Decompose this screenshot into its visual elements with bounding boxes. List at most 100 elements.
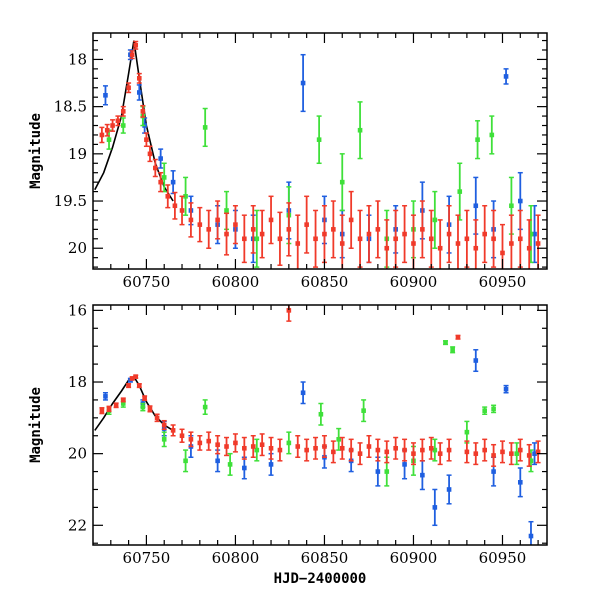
data-point <box>393 445 398 451</box>
data-point <box>172 203 178 209</box>
data-point <box>509 451 514 456</box>
data-point <box>455 334 461 340</box>
data-point <box>509 241 514 246</box>
plot-area <box>94 305 541 545</box>
data-point <box>384 449 390 455</box>
data-point <box>136 90 142 95</box>
data-point <box>526 245 532 251</box>
data-point <box>420 472 425 478</box>
data-point <box>503 74 509 79</box>
data-point <box>336 437 341 442</box>
data-point <box>420 227 425 232</box>
data-point <box>393 236 398 242</box>
data-point <box>183 194 188 199</box>
data-point <box>475 137 480 142</box>
data-point <box>509 203 514 209</box>
data-point <box>304 222 309 227</box>
series-red <box>99 305 541 467</box>
data-point <box>304 447 309 453</box>
data-point <box>161 437 167 442</box>
data-point <box>188 217 194 223</box>
data-point <box>133 374 139 379</box>
data-point <box>133 42 139 48</box>
data-point <box>224 208 229 213</box>
data-point <box>366 444 372 449</box>
data-point <box>147 151 153 157</box>
data-point <box>197 222 203 227</box>
data-point <box>535 241 541 246</box>
data-point <box>215 217 220 223</box>
y-tick-label: 22 <box>68 516 87 534</box>
y-tick-label: 20 <box>68 445 87 463</box>
data-point <box>473 203 479 209</box>
data-point <box>110 123 115 128</box>
data-point <box>250 444 256 449</box>
y-tick-label: 18 <box>68 50 87 68</box>
plot-frame <box>92 304 548 546</box>
y-axis-title: Magnitude <box>28 387 44 463</box>
data-point <box>250 227 256 232</box>
data-point <box>268 217 274 223</box>
data-point <box>104 127 110 133</box>
data-point <box>300 390 306 396</box>
data-point <box>120 109 126 114</box>
data-point <box>120 401 126 406</box>
data-point <box>464 236 470 242</box>
data-point <box>528 231 534 237</box>
data-point <box>144 137 149 142</box>
data-point <box>384 245 390 251</box>
data-point <box>482 447 487 453</box>
data-point <box>170 179 176 185</box>
data-point <box>242 236 247 242</box>
data-point <box>259 442 265 448</box>
data-point <box>99 132 105 138</box>
data-point <box>170 428 176 433</box>
data-point <box>357 127 363 133</box>
data-point <box>491 453 496 458</box>
data-point <box>179 208 185 213</box>
x-tick-label: 60800 <box>212 549 260 567</box>
data-point <box>464 429 470 435</box>
data-point <box>331 227 336 232</box>
y-tick-label: 19 <box>68 145 87 163</box>
data-point <box>224 231 229 237</box>
data-point <box>473 358 479 363</box>
data-point <box>473 451 479 456</box>
data-point <box>375 469 381 474</box>
data-point <box>402 462 407 467</box>
data-point <box>300 80 306 86</box>
data-point <box>113 402 119 408</box>
y-tick-label: 18.5 <box>54 98 87 116</box>
data-point <box>129 52 135 58</box>
data-point <box>443 340 448 345</box>
model-curve <box>94 375 174 432</box>
data-point <box>153 165 158 171</box>
data-point <box>457 189 463 194</box>
data-point <box>183 458 188 464</box>
data-point <box>158 156 163 161</box>
data-point <box>432 447 438 453</box>
data-point <box>411 241 416 246</box>
data-point <box>375 447 381 453</box>
data-point <box>295 444 301 449</box>
data-point <box>517 198 523 204</box>
data-point <box>446 447 452 453</box>
data-point <box>215 442 220 448</box>
data-point <box>361 408 366 413</box>
data-point <box>428 236 434 242</box>
data-point <box>313 236 318 242</box>
data-point <box>500 449 505 455</box>
data-point <box>428 445 434 451</box>
data-point <box>120 123 126 128</box>
x-tick-label: 60950 <box>479 549 527 567</box>
y-tick-label: 18 <box>68 373 87 391</box>
data-point <box>120 397 126 403</box>
data-point <box>202 125 208 130</box>
data-point <box>482 408 487 413</box>
data-point <box>161 422 167 428</box>
data-point <box>402 231 407 237</box>
data-point <box>339 445 345 451</box>
data-point <box>103 394 108 399</box>
data-point <box>500 250 505 256</box>
data-point <box>450 347 455 353</box>
